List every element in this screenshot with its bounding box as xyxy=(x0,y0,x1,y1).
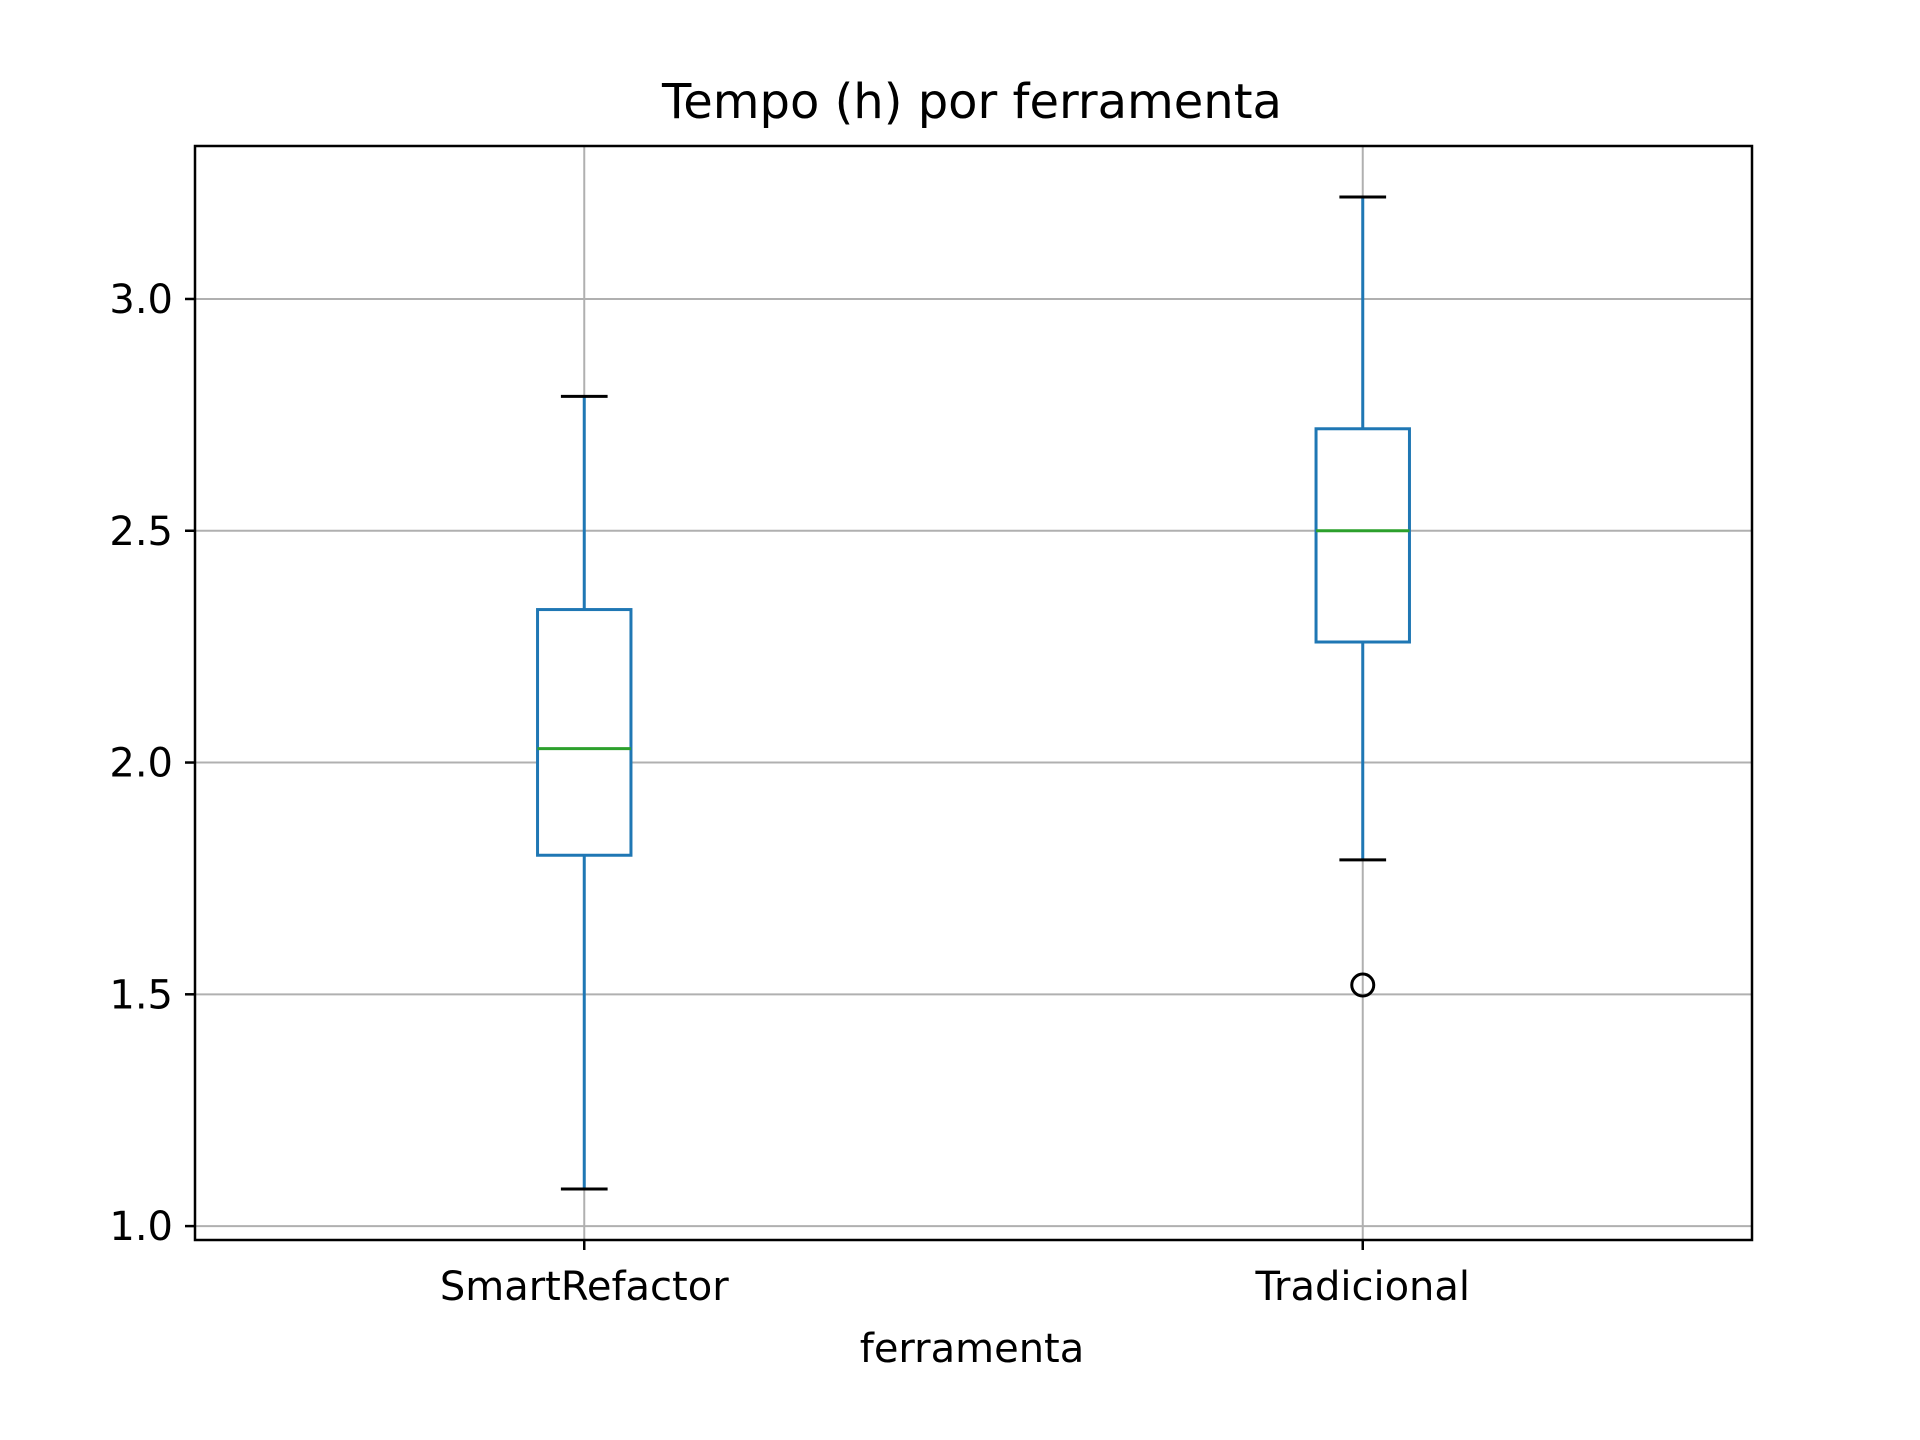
y-tick-label-1: 1.5 xyxy=(109,972,173,1018)
iqr-box xyxy=(536,608,633,857)
x-tick-label-0: SmartRefactor xyxy=(440,1264,729,1310)
iqr-box xyxy=(1314,427,1411,644)
y-tick-label-2: 2.0 xyxy=(109,741,173,787)
x-axis-label: ferramenta xyxy=(860,1326,1085,1372)
box-tradicional xyxy=(1314,195,1411,998)
grid-lines xyxy=(195,146,1752,1240)
x-tick-label-1: Tradicional xyxy=(1254,1264,1470,1310)
y-tick-label-3: 2.5 xyxy=(109,509,173,555)
boxes xyxy=(536,195,1411,1191)
y-tick-label-4: 3.0 xyxy=(109,277,173,323)
chart-title: Tempo (h) por ferramenta xyxy=(661,74,1282,130)
y-tick-label-0: 1.0 xyxy=(109,1204,173,1250)
axes: 1.0 1.5 2.0 2.5 3.0 SmartRefactor Tradicional xyxy=(109,277,1470,1310)
outlier-point-0 xyxy=(1350,972,1376,998)
box-smartrefactor xyxy=(536,394,633,1191)
plot-area-frame xyxy=(193,144,1754,1242)
